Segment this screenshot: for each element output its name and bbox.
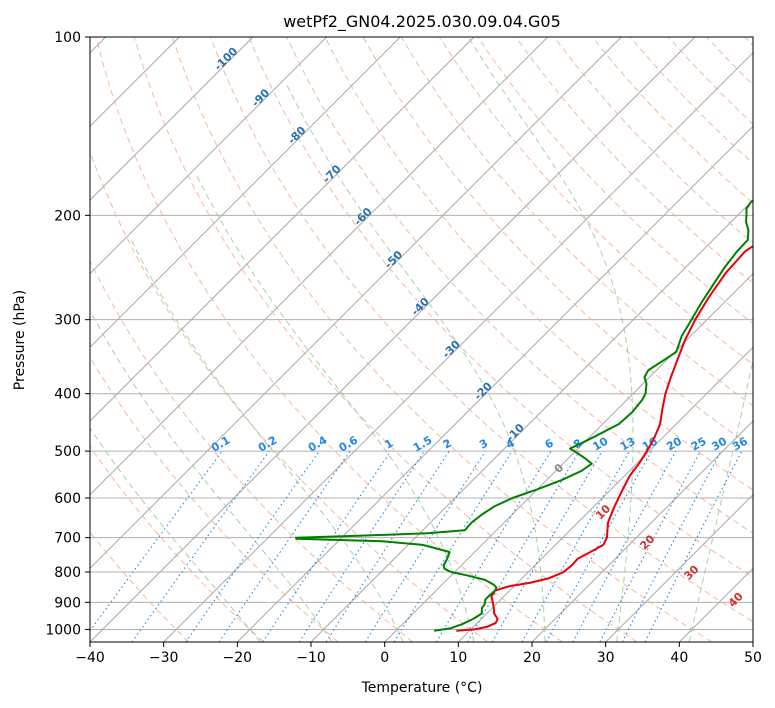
dry-adiabat xyxy=(210,37,753,623)
moist-adiabat xyxy=(130,239,404,642)
isotherm-line xyxy=(90,37,475,422)
background-lines xyxy=(90,37,753,642)
dry-adiabat xyxy=(324,37,753,491)
y-tick-label: 800 xyxy=(54,565,81,581)
data-series xyxy=(295,199,753,632)
y-tick-label: 300 xyxy=(54,313,81,329)
plot-frame xyxy=(89,36,754,643)
dry-adiabat xyxy=(90,259,414,642)
mixing-ratio-line xyxy=(599,450,701,642)
x-tick-label: −40 xyxy=(75,650,105,666)
dry-adiabat xyxy=(95,37,563,642)
mixing-ratio-line xyxy=(262,450,392,642)
moist-adiabat xyxy=(688,358,753,642)
moist-adiabat xyxy=(285,83,546,642)
x-axis-label: Temperature (°C) xyxy=(361,680,483,696)
moist-adiabat xyxy=(90,309,333,642)
isotherm-line xyxy=(90,37,328,275)
y-tick-label: 500 xyxy=(54,444,81,460)
x-tick-label: 10 xyxy=(449,650,467,666)
dry-adiabat xyxy=(248,37,753,578)
mixing-ratio-line xyxy=(325,450,450,642)
x-tick-label: −10 xyxy=(296,650,326,666)
x-tick-label: −20 xyxy=(223,650,253,666)
x-tick-label: 30 xyxy=(597,650,615,666)
isotherm-line xyxy=(384,272,753,642)
dewpoint-series-line xyxy=(295,199,753,632)
dry-adiabat xyxy=(171,37,712,642)
y-tick-label: 1000 xyxy=(45,622,81,638)
isotherm-line xyxy=(90,37,549,496)
x-tick-label: 40 xyxy=(670,650,688,666)
x-tick-label: 50 xyxy=(744,650,762,666)
x-tick-label: 0 xyxy=(380,650,389,666)
mixing-ratio-line xyxy=(393,450,513,642)
isotherm-line xyxy=(163,51,753,642)
moist-adiabat xyxy=(195,173,475,642)
x-axis-ticks: −40 −30 −20 −10 0 10 20 30 40 50 xyxy=(75,642,762,666)
y-tick-label: 900 xyxy=(54,595,81,611)
chart-title: wetPf2_GN04.2025.030.09.04.G05 xyxy=(283,12,561,32)
dry-adiabat xyxy=(286,37,753,534)
x-tick-label: 20 xyxy=(523,650,541,666)
isotherm-line xyxy=(90,37,401,349)
mixing-ratio-line xyxy=(467,450,580,642)
x-tick-label: −30 xyxy=(149,650,179,666)
y-tick-label: 600 xyxy=(54,491,81,507)
mixing-ratio-line xyxy=(364,450,486,642)
dry-adiabat xyxy=(133,37,638,642)
y-axis-ticks: 100 200 300 400 500 600 700 800 900 1000 xyxy=(45,30,90,638)
isotherm-line xyxy=(531,420,753,642)
dry-adiabat xyxy=(515,37,753,284)
mixing-ratio-line xyxy=(298,450,425,642)
moist-adiabat xyxy=(90,427,261,642)
y-axis-label: Pressure (hPa) xyxy=(12,290,28,390)
y-tick-label: 100 xyxy=(54,30,81,46)
isotherm-line xyxy=(457,346,753,642)
dry-adiabat xyxy=(90,445,264,642)
mixing-ratio-line xyxy=(185,450,320,642)
isotherm-line xyxy=(605,493,753,642)
y-tick-label: 700 xyxy=(54,531,81,547)
isotherm-line xyxy=(236,125,753,642)
isotherm-line xyxy=(90,37,696,642)
isotherm-line xyxy=(90,37,622,570)
isotherm-line xyxy=(90,37,254,201)
y-tick-label: 400 xyxy=(54,387,81,403)
y-tick-label: 200 xyxy=(54,208,81,224)
mixing-ratio-line xyxy=(572,450,677,642)
mixing-ratio-line xyxy=(218,450,351,642)
